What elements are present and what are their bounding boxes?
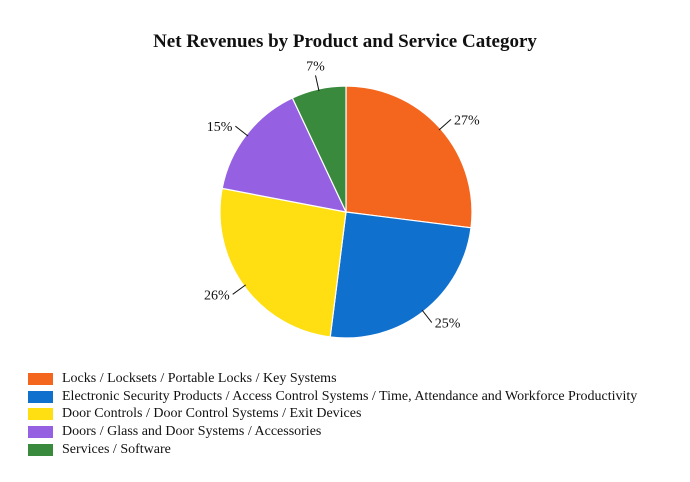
legend-item-3: Door Controls / Door Control Systems / E… [28, 405, 678, 423]
legend-swatch [28, 425, 53, 438]
legend-swatch [28, 372, 53, 385]
legend-label: Services / Software [62, 441, 171, 457]
legend-label: Doors / Glass and Door Systems / Accesso… [62, 424, 322, 440]
percent-label-leader [235, 125, 249, 137]
percent-label-leader [438, 119, 452, 131]
legend-item-1: Locks / Locksets / Portable Locks / Key … [28, 370, 678, 388]
legend: Locks / Locksets / Portable Locks / Key … [28, 370, 678, 458]
legend-item-2: Electronic Security Products / Access Co… [28, 388, 678, 406]
legend-swatch [28, 408, 53, 421]
legend-label: Electronic Security Products / Access Co… [62, 388, 638, 404]
percent-label-leader [421, 309, 433, 323]
legend-label: Door Controls / Door Control Systems / E… [62, 406, 362, 422]
chart-title: Net Revenues by Product and Service Cate… [153, 31, 537, 52]
pie-slice-3 [219, 187, 347, 338]
percent-label-leader [232, 284, 246, 295]
percent-label: 7% [306, 59, 325, 74]
percent-label: 15% [207, 120, 233, 135]
percent-label-leader [315, 75, 320, 92]
percent-label: 26% [204, 288, 230, 303]
legend-swatch [28, 390, 53, 403]
percent-label: 27% [454, 113, 480, 128]
percent-label: 25% [435, 317, 461, 332]
legend-item-5: Services / Software [28, 441, 678, 459]
legend-item-4: Doors / Glass and Door Systems / Accesso… [28, 423, 678, 441]
legend-swatch [28, 443, 53, 456]
pie-slice-1 [345, 85, 473, 229]
legend-label: Locks / Locksets / Portable Locks / Key … [62, 371, 337, 386]
